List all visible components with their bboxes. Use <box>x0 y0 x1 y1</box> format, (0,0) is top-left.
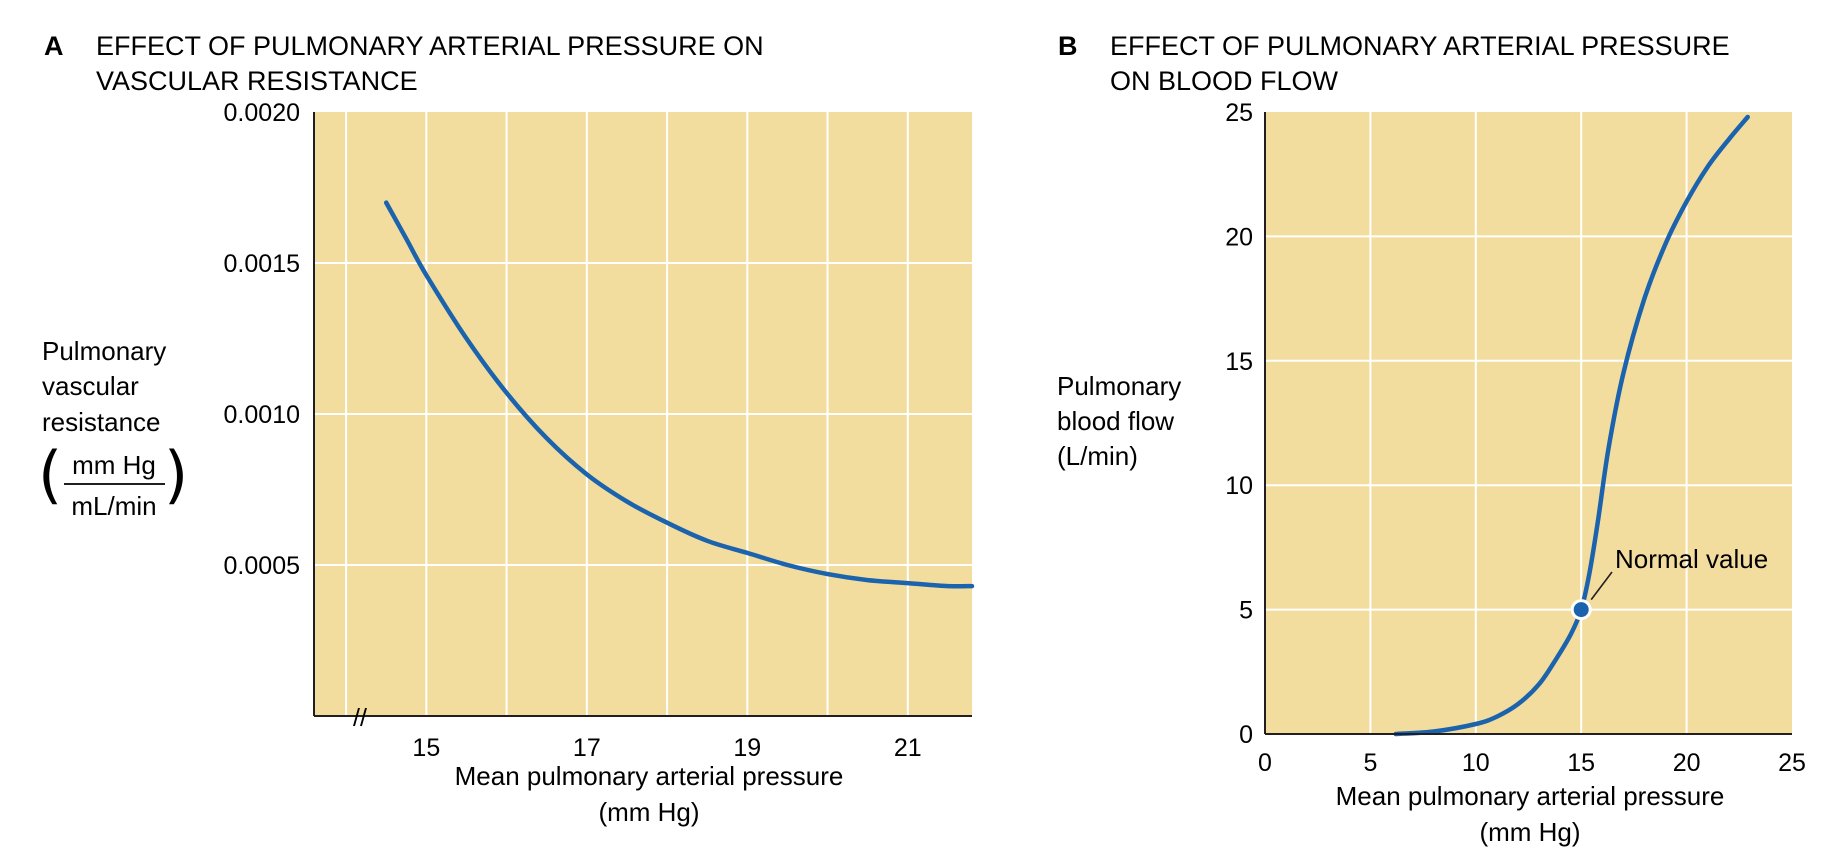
panel-b-x-tick-label: 5 <box>1363 749 1377 777</box>
panel-a-resistance-curve <box>383 200 975 589</box>
panel-b-label: B <box>1058 31 1078 61</box>
panel-a-y-axis-label-line3: resistance <box>42 407 161 437</box>
panel-a-x-tick-label: 15 <box>412 734 440 762</box>
panel-a-y-tick-label: 0.0005 <box>224 552 300 580</box>
panel-a-gridlines <box>314 112 972 716</box>
panel-b-y-tick-label: 15 <box>1225 348 1253 376</box>
panel-b-y-axis-label-line1: Pulmonary <box>1057 371 1181 401</box>
panel-a-y-tick-label: 0.0020 <box>224 99 300 127</box>
panel-a-axes <box>313 112 972 717</box>
panel-a-y-axis-label-line2: vascular <box>42 371 139 401</box>
panel-a-chart: A EFFECT OF PULMONARY ARTERIAL PRESSURE … <box>38 31 975 827</box>
panel-a-x-tick-label: 19 <box>733 734 761 762</box>
panel-b-x-tick-label: 15 <box>1567 749 1595 777</box>
panel-a-y-tick-labels: 0.0005 0.0010 0.0015 0.0020 <box>224 99 300 580</box>
panel-a-y-unit-open-paren: ( <box>38 438 62 511</box>
normal-value-annotation: Normal value <box>1615 544 1768 574</box>
panel-b-x-tick-labels: 0 5 10 15 20 25 <box>1258 749 1806 777</box>
panel-a-title-line1: EFFECT OF PULMONARY ARTERIAL PRESSURE ON <box>96 31 764 61</box>
panel-b-y-tick-label: 25 <box>1225 99 1253 127</box>
panel-b-blood-flow-curve <box>1393 114 1750 737</box>
panel-a-y-tick-label: 0.0015 <box>224 250 300 278</box>
panel-b-x-tick-label: 25 <box>1778 749 1806 777</box>
panel-b-chart: B EFFECT OF PULMONARY ARTERIAL PRESSURE … <box>1057 31 1806 847</box>
panel-b-y-tick-label: 10 <box>1225 472 1253 500</box>
panel-a-label: A <box>44 31 64 61</box>
panel-b-x-tick-label: 20 <box>1673 749 1701 777</box>
panel-b-y-tick-labels: 0 5 10 15 20 25 <box>1225 99 1253 749</box>
panel-b-x-axis-label-line1: Mean pulmonary arterial pressure <box>1336 781 1725 811</box>
panel-b-y-tick-label: 20 <box>1225 223 1253 251</box>
panel-b-y-axis-label-line3: (L/min) <box>1057 441 1138 471</box>
normal-value-marker <box>1570 599 1592 621</box>
panel-b-plot-area <box>1265 112 1792 734</box>
panel-b-y-tick-label: 5 <box>1239 597 1253 625</box>
panel-a-x-tick-labels: 15 17 19 21 <box>412 734 921 762</box>
panel-b-y-tick-label: 0 <box>1239 721 1253 749</box>
panel-b-x-tick-label: 0 <box>1258 749 1272 777</box>
panel-a-axis-break: // <box>353 704 367 732</box>
normal-value-leader-line <box>1590 571 1613 601</box>
panel-b-x-tick-label: 10 <box>1462 749 1490 777</box>
panel-b-title-line2: ON BLOOD FLOW <box>1110 66 1339 96</box>
panel-a-y-unit-close-paren: ) <box>164 438 188 511</box>
panel-b-gridlines <box>1265 112 1792 734</box>
panel-a-x-tick-label: 17 <box>573 734 601 762</box>
panel-b-y-axis-label-line2: blood flow <box>1057 406 1174 436</box>
panel-a-x-tick-label: 21 <box>894 734 922 762</box>
panel-b-title-line1: EFFECT OF PULMONARY ARTERIAL PRESSURE <box>1110 31 1730 61</box>
panel-a-x-axis-label-line1: Mean pulmonary arterial pressure <box>455 761 844 791</box>
panel-a-y-tick-label: 0.0010 <box>224 401 300 429</box>
panel-b-axes <box>1264 112 1792 735</box>
panel-a-title-line2: VASCULAR RESISTANCE <box>96 66 418 96</box>
panel-b-x-axis-label-line2: (mm Hg) <box>1479 817 1580 847</box>
panel-a-x-axis-label-line2: (mm Hg) <box>598 797 699 827</box>
panel-a-y-unit-denominator: mL/min <box>71 491 156 521</box>
panel-a-y-axis-label-line1: Pulmonary <box>42 336 166 366</box>
panel-a-y-unit-numerator: mm Hg <box>72 450 156 480</box>
